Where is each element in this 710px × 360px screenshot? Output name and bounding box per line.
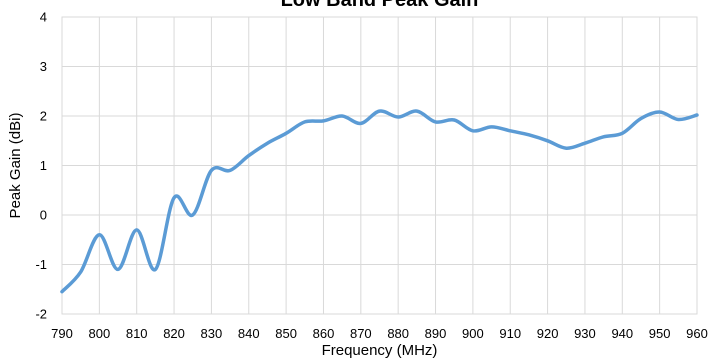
x-tick-label: 830 [201, 326, 223, 341]
x-tick-label: 950 [649, 326, 671, 341]
x-tick-label: 850 [275, 326, 297, 341]
x-tick-label: 940 [611, 326, 633, 341]
y-tick-label: 0 [40, 208, 47, 223]
x-tick-label: 930 [574, 326, 596, 341]
x-tick-label: 960 [686, 326, 708, 341]
y-tick-label: 2 [40, 109, 47, 124]
x-tick-label: 800 [89, 326, 111, 341]
x-axis-label: Frequency (MHz) [322, 342, 438, 359]
y-axis-label: Peak Gain (dBi) [7, 113, 24, 219]
series-layer [60, 109, 699, 294]
y-tick-label: -1 [35, 257, 47, 272]
x-tick-label: 860 [313, 326, 335, 341]
x-tick-label: 910 [499, 326, 521, 341]
plot-area-border [61, 16, 698, 315]
y-tick-label: 3 [40, 59, 47, 74]
x-tick-label: 880 [387, 326, 409, 341]
y-tick-label: 4 [40, 10, 47, 25]
x-tick-label: 900 [462, 326, 484, 341]
x-tick-label: 820 [163, 326, 185, 341]
x-tick-label: 920 [537, 326, 559, 341]
x-tick-label: 870 [350, 326, 372, 341]
series-line [60, 109, 699, 294]
x-tick-label: 810 [126, 326, 148, 341]
x-tick-label: 790 [51, 326, 73, 341]
x-tick-label: 840 [238, 326, 260, 341]
chart-title: Low Band Peak Gain [281, 0, 479, 11]
tick-layer: 790 800 810 820 830 840 850 860 870 880 890 900 910 9… [35, 10, 707, 342]
y-tick-label: 1 [40, 158, 47, 173]
y-tick-label: -2 [35, 307, 47, 322]
x-tick-label: 890 [425, 326, 447, 341]
